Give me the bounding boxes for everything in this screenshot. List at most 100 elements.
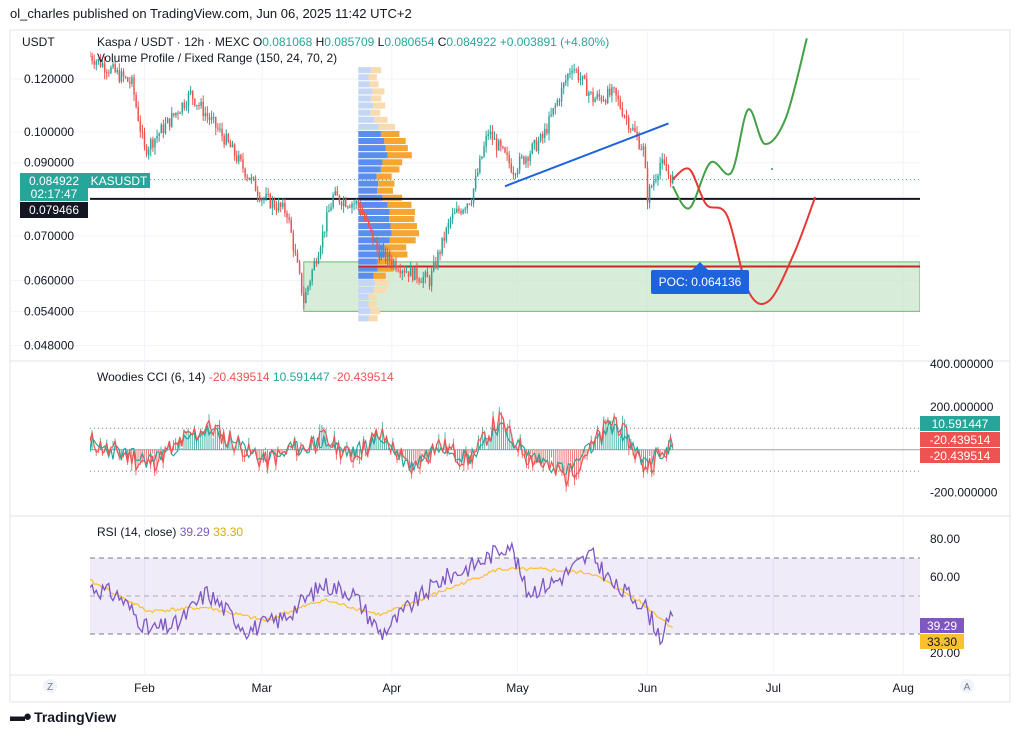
candle-body [324, 232, 326, 233]
green-projection-path[interactable] [673, 38, 807, 208]
candle-body [284, 203, 286, 213]
candle-body [374, 240, 376, 242]
candle-body [280, 203, 282, 207]
cci-histogram [90, 407, 920, 492]
candle-body [297, 253, 299, 263]
volume-profile-up-bar [358, 152, 387, 158]
candle-body [288, 217, 290, 219]
cci-tick-label: 400.000000 [930, 357, 994, 371]
symbol-line: Kaspa / USDT · 12h · MEXC O0.081068 H0.0… [97, 35, 609, 49]
candle-body [427, 272, 429, 277]
candle-body [223, 136, 225, 145]
auto-scale-button[interactable]: A [960, 679, 974, 693]
candle-body [161, 125, 163, 134]
candle-body [133, 77, 135, 95]
candle-body [441, 238, 443, 254]
rsi-pane[interactable] [90, 544, 920, 644]
candle-body [129, 82, 131, 84]
volume-profile-down-bar [370, 308, 380, 314]
candle-body [603, 100, 605, 101]
candle-body [664, 159, 666, 164]
rsi-tick-label: 60.00 [930, 570, 960, 584]
candle-body [596, 94, 598, 99]
candle-body [108, 73, 110, 74]
volume-profile-down-bar [371, 95, 381, 101]
rsi-tick-label: 80.00 [930, 532, 960, 546]
candle-body [253, 177, 255, 178]
candle-body [198, 105, 200, 106]
candle-body [569, 73, 571, 74]
price-pane[interactable] [89, 38, 920, 321]
price-tick-label: 0.048000 [24, 339, 74, 353]
candle-body [527, 157, 529, 161]
volume-profile-down-bar [373, 273, 385, 279]
candle-body [437, 252, 439, 267]
candle-body [573, 70, 575, 71]
volume-profile-up-bar [358, 159, 382, 165]
candle-body [647, 168, 649, 203]
cci-tick-label: 200.000000 [930, 400, 994, 414]
candle-body [661, 159, 663, 163]
candle-body [638, 136, 640, 149]
candle-body [341, 203, 343, 206]
candle-body [397, 269, 399, 270]
candle-body [561, 88, 563, 102]
candle-body [626, 116, 628, 118]
volume-profile-up-bar [358, 166, 381, 172]
candle-body [494, 138, 496, 139]
volume-profile-down-bar [369, 294, 378, 300]
candle-body [504, 148, 506, 153]
candle-body [670, 175, 672, 183]
candle-body [282, 203, 284, 207]
candle-body [439, 252, 441, 254]
candle-body [519, 157, 521, 171]
time-axis[interactable]: Feb Mar Apr May Jun Jul Aug [134, 681, 914, 695]
candle-body [502, 147, 504, 148]
cci-pane[interactable] [90, 407, 920, 492]
level-line-badge: 0.079466 [20, 202, 88, 218]
candle-body [251, 177, 253, 180]
price-tick-label: 0.054000 [24, 304, 74, 318]
projection-dot [771, 168, 773, 170]
candle-body [408, 271, 410, 276]
candle-body [550, 114, 552, 116]
candle-body [119, 70, 121, 82]
candle-body [234, 144, 236, 156]
candle-body [372, 230, 374, 242]
candle-body [443, 238, 445, 241]
candle-body [454, 212, 456, 213]
candle-body [651, 186, 653, 187]
candle-body [531, 144, 533, 154]
volume-profile-down-bar [384, 138, 405, 144]
candle-body [116, 70, 118, 72]
candle-body [370, 225, 372, 229]
candle-body [165, 123, 167, 133]
candle-body [555, 105, 557, 108]
candle-body [181, 103, 183, 113]
candle-body [666, 164, 668, 171]
time-tick-label: Feb [134, 681, 155, 695]
time-tick-label: Aug [893, 681, 914, 695]
candle-body [399, 271, 401, 274]
candle-body [314, 261, 316, 270]
candle-body [634, 128, 636, 132]
svg-text:A: A [964, 682, 971, 693]
candle-body [217, 128, 219, 129]
volume-profile-up-bar [358, 88, 372, 94]
candle-body [211, 117, 213, 120]
candle-body [425, 272, 427, 277]
volume-profile-up-bar [358, 138, 384, 144]
candle-body [473, 189, 475, 203]
candle-body [257, 191, 259, 196]
volume-profile-up-bar [358, 95, 371, 101]
svg-text:0.079466: 0.079466 [29, 203, 79, 217]
candle-body [156, 136, 158, 139]
volume-profile-down-bar [374, 287, 387, 293]
candle-body [511, 163, 512, 172]
candle-body [349, 206, 351, 207]
volume-profile-down-bar [391, 223, 417, 229]
candle-body [460, 211, 462, 213]
timezone-button[interactable]: Z [43, 679, 57, 693]
candle-body [219, 129, 221, 130]
